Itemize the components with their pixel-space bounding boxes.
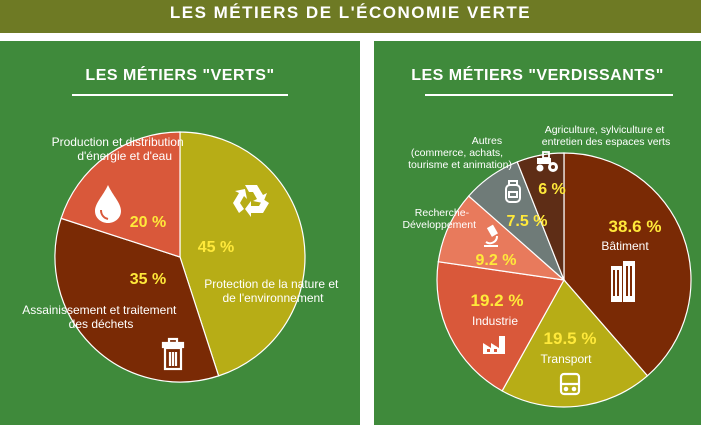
title-divider — [72, 94, 288, 96]
water-drop-icon — [95, 185, 121, 223]
slice-value-recherche: 9.2 % — [476, 252, 517, 269]
slice-value-protection: 45 % — [198, 239, 234, 256]
pie-slice-3 — [436, 261, 565, 392]
slice-label-transport: Transport — [541, 352, 593, 366]
slice-value-autres: 7.5 % — [507, 213, 548, 230]
slice-label-batiment: Bâtiment — [601, 239, 649, 253]
slice-value-dechets: 35 % — [130, 271, 166, 288]
slice-label-industrie: Industrie — [472, 314, 518, 328]
page-header: LES MÉTIERS DE L'ÉCONOMIE VERTE — [0, 0, 701, 33]
slice-label-dechets: Assainissement et traitement des déchets — [22, 303, 179, 331]
chart-title-verts: LES MÉTIERS "VERTS" — [85, 67, 275, 84]
slice-label-autres: Autres (commerce, achats, tourisme et an… — [408, 135, 512, 171]
pie-slice-3 — [60, 131, 181, 258]
slice-value-agriculture: 6 % — [538, 181, 566, 198]
pie-slice-6 — [516, 152, 565, 281]
page-title: LES MÉTIERS DE L'ÉCONOMIE VERTE — [169, 3, 532, 22]
slice-value-transport: 19.5 % — [544, 329, 597, 348]
pie-slice-1 — [179, 131, 306, 377]
slice-label-agriculture: Agriculture, sylviculture et entretien d… — [542, 124, 670, 148]
slice-value-energie: 20 % — [130, 214, 166, 231]
slice-value-batiment: 38.6 % — [609, 217, 662, 236]
slice-value-industrie: 19.2 % — [471, 291, 524, 310]
pie-chart-verdissants — [436, 152, 692, 408]
bus-icon — [559, 372, 581, 396]
factory-icon — [483, 336, 505, 354]
recycle-icon — [233, 185, 269, 217]
pie-slice-2 — [501, 278, 649, 408]
backpack-icon — [505, 180, 521, 203]
slice-label-energie: Production et distribution d'énergie et … — [52, 135, 187, 163]
microscope-icon — [484, 224, 498, 247]
slice-label-protection: Protection de la nature et de l'environn… — [204, 277, 341, 305]
chart-title-verdissants: LES MÉTIERS "VERDISSANTS" — [411, 67, 664, 84]
building-icon — [611, 261, 635, 302]
slice-label-recherche: Recherche- Développement — [402, 207, 476, 231]
trash-icon — [161, 337, 185, 371]
tractor-icon — [536, 151, 558, 172]
title-divider — [425, 94, 673, 96]
